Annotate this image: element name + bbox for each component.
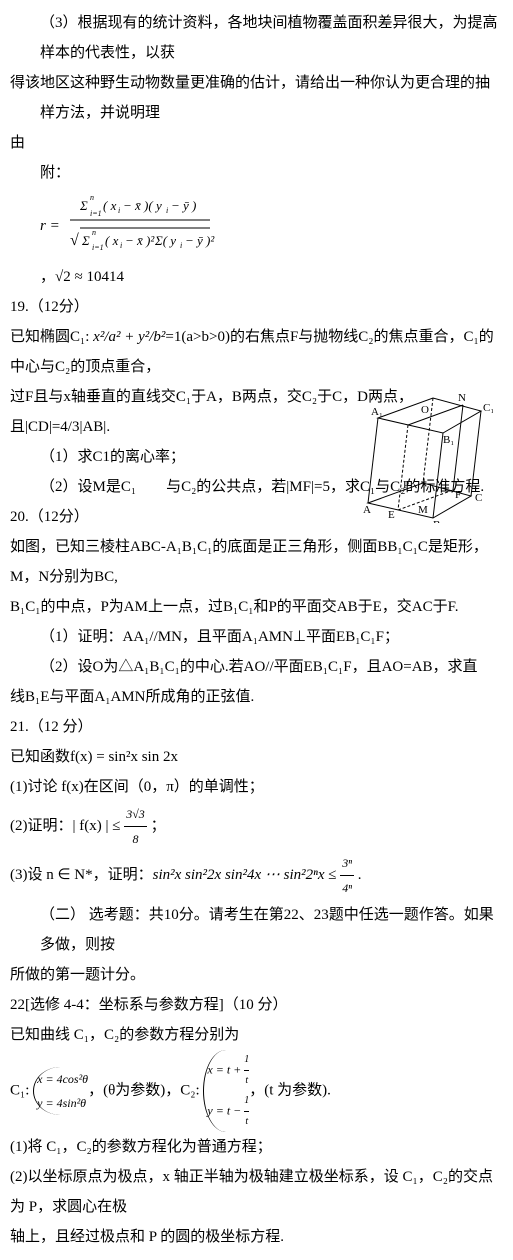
svg-text:( x: ( x [105,233,119,248]
q20-s2a: （2）设O为△A₁B₁C₁的中心.若AO//平面EB₁C₁F，且AO=AB，求直 [10,652,503,682]
svg-text:N: N [458,392,466,404]
r-formula: r = Σi=1n ( xi− x̄ )( yi− ȳ ) √ Σi=1n ( … [40,190,503,260]
q3-para: （3）根据现有的统计资料，各地块间植物覆盖面积差异很大，为提高样本的代表性，以获… [10,8,503,158]
q22-s2a: (2)以坐标原点为极点，x 轴正半轴为极轴建立极坐标系，设 C₁，C₂的交点为 … [10,1162,503,1222]
svg-text:( x: ( x [103,198,117,213]
q20-s1: （1）证明：AA₁//MN，且平面A₁AMN⊥平面EB₁C₁F； [10,622,503,652]
q22-params: C₁: x = 4cos²θy = 4sin²θ，(θ为参数)，C₂: x = … [10,1050,503,1132]
svg-text:B₁: B₁ [443,434,454,446]
svg-text:√: √ [70,232,79,249]
sec2-l1: （二） 选考题：共10分。请考生在第22、23题中任选一题作答。如果多做，则按 [10,900,503,960]
svg-text:C₁: C₁ [483,402,493,414]
q3-l2: 得该地区这种野生动物数量更准确的估计，请给出一种你认为更合理的抽样方法，并说明理 [10,75,490,121]
svg-text:i: i [180,241,182,250]
prism-diagram-icon: A₁ C₁ B₁ A C B N O E F M P [363,383,493,523]
svg-text:n: n [90,193,94,202]
svg-text:C: C [475,492,482,504]
q20-l1: 如图，已知三棱柱ABC-A₁B₁C₁的底面是正三角形，侧面BB₁C₁C是矩形，M… [10,532,503,592]
q21-s2: (2)证明：| f(x) | ≤ 3√38 ； [10,802,503,851]
svg-text:− ȳ ): − ȳ ) [171,198,196,213]
q22-s1: (1)将 C₁，C₂的参数方程化为普通方程； [10,1132,503,1162]
svg-text:n: n [92,228,96,237]
svg-text:i: i [120,241,122,250]
svg-text:i=1: i=1 [90,209,102,218]
svg-text:M: M [418,504,428,516]
q22-head: 22[选修 4-4：坐标系与参数方程]（10 分） [10,990,503,1020]
svg-text:i: i [118,206,120,215]
q20-l2: B₁C₁的中点，P为AM上一点，过B₁C₁和P的平面交AB于E，交AC于F. [10,592,503,622]
sec2-l2: 所做的第一题计分。 [10,960,503,990]
svg-text:− x̄ )( y: − x̄ )( y [123,198,162,213]
q19-head: 19.（12分） [10,292,503,322]
q20-s2b: 线B₁E与平面A₁AMN所成角的正弦值. [10,682,503,712]
svg-text:− ȳ )²: − ȳ )² [185,233,215,248]
svg-text:i=1: i=1 [92,243,104,252]
svg-text:Σ: Σ [81,233,90,248]
svg-text:B: B [433,519,440,523]
q3-l1: （3）根据现有的统计资料，各地块间植物覆盖面积差异很大，为提高样本的代表性，以获 [40,15,498,61]
q22-l1: 已知曲线 C₁，C₂的参数方程分别为 [10,1020,503,1050]
svg-text:E: E [388,509,395,521]
svg-text:r =: r = [40,218,60,234]
fu-tail: ，√2 ≈ 10414 [40,269,124,285]
svg-text:Σ( y: Σ( y [154,233,176,248]
q22-s2b: 轴上，且经过极点和 P 的圆的极坐标方程. [10,1222,503,1252]
svg-text:A₁: A₁ [371,406,383,418]
svg-text:Σ: Σ [79,198,88,213]
q21-l1: 已知函数f(x) = sin²x sin 2x [10,742,503,772]
q3-l3: 由 [10,135,25,151]
q21-s1: (1)讨论 f(x)在区间（0，π）的单调性； [10,772,503,802]
svg-text:i: i [166,206,168,215]
q19-l1: 已知椭圆C₁: x²/a² + y²/b²=1(a>b>0)的右焦点F与抛物线C… [10,322,503,382]
fu-formula-row: 附： r = Σi=1n ( xi− x̄ )( yi− ȳ ) √ Σi=1n… [10,158,503,292]
svg-text:P: P [403,479,409,491]
svg-text:− x̄ )²: − x̄ )² [125,233,155,248]
fu-prefix: 附： [40,165,70,181]
svg-text:A: A [363,504,371,516]
svg-text:F: F [455,489,461,501]
q21-s3: (3)设 n ∈ N*，证明：sin²x sin²2x sin²4x ⋯ sin… [10,851,503,900]
svg-text:O: O [421,404,429,416]
page-root: { "q3_line1":"（3）根据现有的统计资料，各地块间植物覆盖面积差异很… [10,8,503,1252]
